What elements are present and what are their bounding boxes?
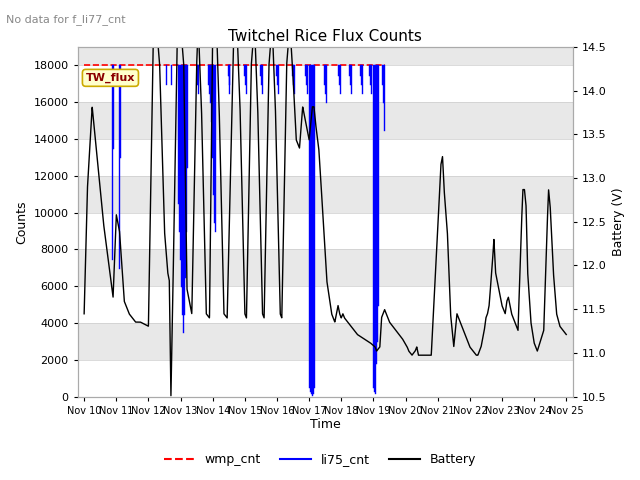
Bar xyxy=(77,323,573,360)
Bar xyxy=(77,360,573,396)
Text: TW_flux: TW_flux xyxy=(86,72,135,83)
Bar xyxy=(77,176,573,213)
Text: No data for f_li77_cnt: No data for f_li77_cnt xyxy=(6,14,126,25)
Bar xyxy=(77,286,573,323)
X-axis label: Time: Time xyxy=(310,419,340,432)
Legend: wmp_cnt, li75_cnt, Battery: wmp_cnt, li75_cnt, Battery xyxy=(159,448,481,471)
Y-axis label: Counts: Counts xyxy=(15,200,28,243)
Bar xyxy=(77,28,573,65)
Bar xyxy=(77,250,573,286)
Title: Twitchel Rice Flux Counts: Twitchel Rice Flux Counts xyxy=(228,29,422,44)
Y-axis label: Battery (V): Battery (V) xyxy=(612,188,625,256)
Bar xyxy=(77,213,573,250)
Bar xyxy=(77,139,573,176)
Bar xyxy=(77,65,573,102)
Bar xyxy=(77,102,573,139)
